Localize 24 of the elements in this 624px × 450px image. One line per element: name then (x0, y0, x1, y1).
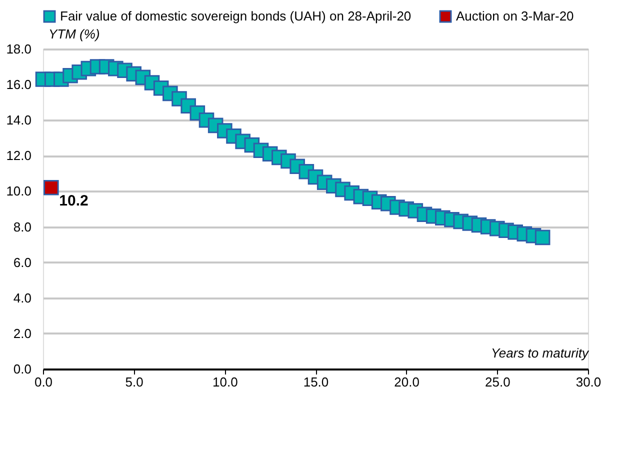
y-tick-label: 2.0 (13, 326, 32, 341)
y-tick-label: 8.0 (13, 219, 32, 234)
data-label: 10.2 (59, 192, 88, 210)
x-axis-title: Years to maturity (490, 346, 590, 360)
y-tick-label: 6.0 (13, 254, 32, 270)
legend-label: Auction on 3-Mar-20 (456, 8, 574, 24)
y-tick-label: 10.0 (6, 184, 32, 199)
y-tick-label: 18.0 (6, 42, 32, 56)
legend-label: Fair value of domestic sovereign bonds (UAH) on 28-April-20 (60, 8, 412, 24)
x-tick-label: 5.0 (125, 374, 144, 390)
x-tick-label: 10.0 (212, 374, 238, 390)
x-tick-label: 0.0 (34, 374, 53, 390)
y-tick-label: 0.0 (13, 362, 32, 376)
y-tick-label: 4.0 (13, 290, 32, 306)
y-axis-title: YTM (%) (48, 26, 100, 42)
x-tick-label: 15.0 (303, 374, 329, 390)
x-tick-label: 20.0 (394, 374, 420, 390)
y-tick-label: 12.0 (6, 148, 32, 164)
point (44, 180, 59, 196)
point (534, 230, 550, 246)
x-tick-label: 25.0 (485, 374, 510, 390)
x-tick-label: 30.0 (576, 374, 602, 390)
y-tick-label: 14.0 (6, 112, 32, 128)
y-tick-label: 16.0 (6, 77, 32, 92)
